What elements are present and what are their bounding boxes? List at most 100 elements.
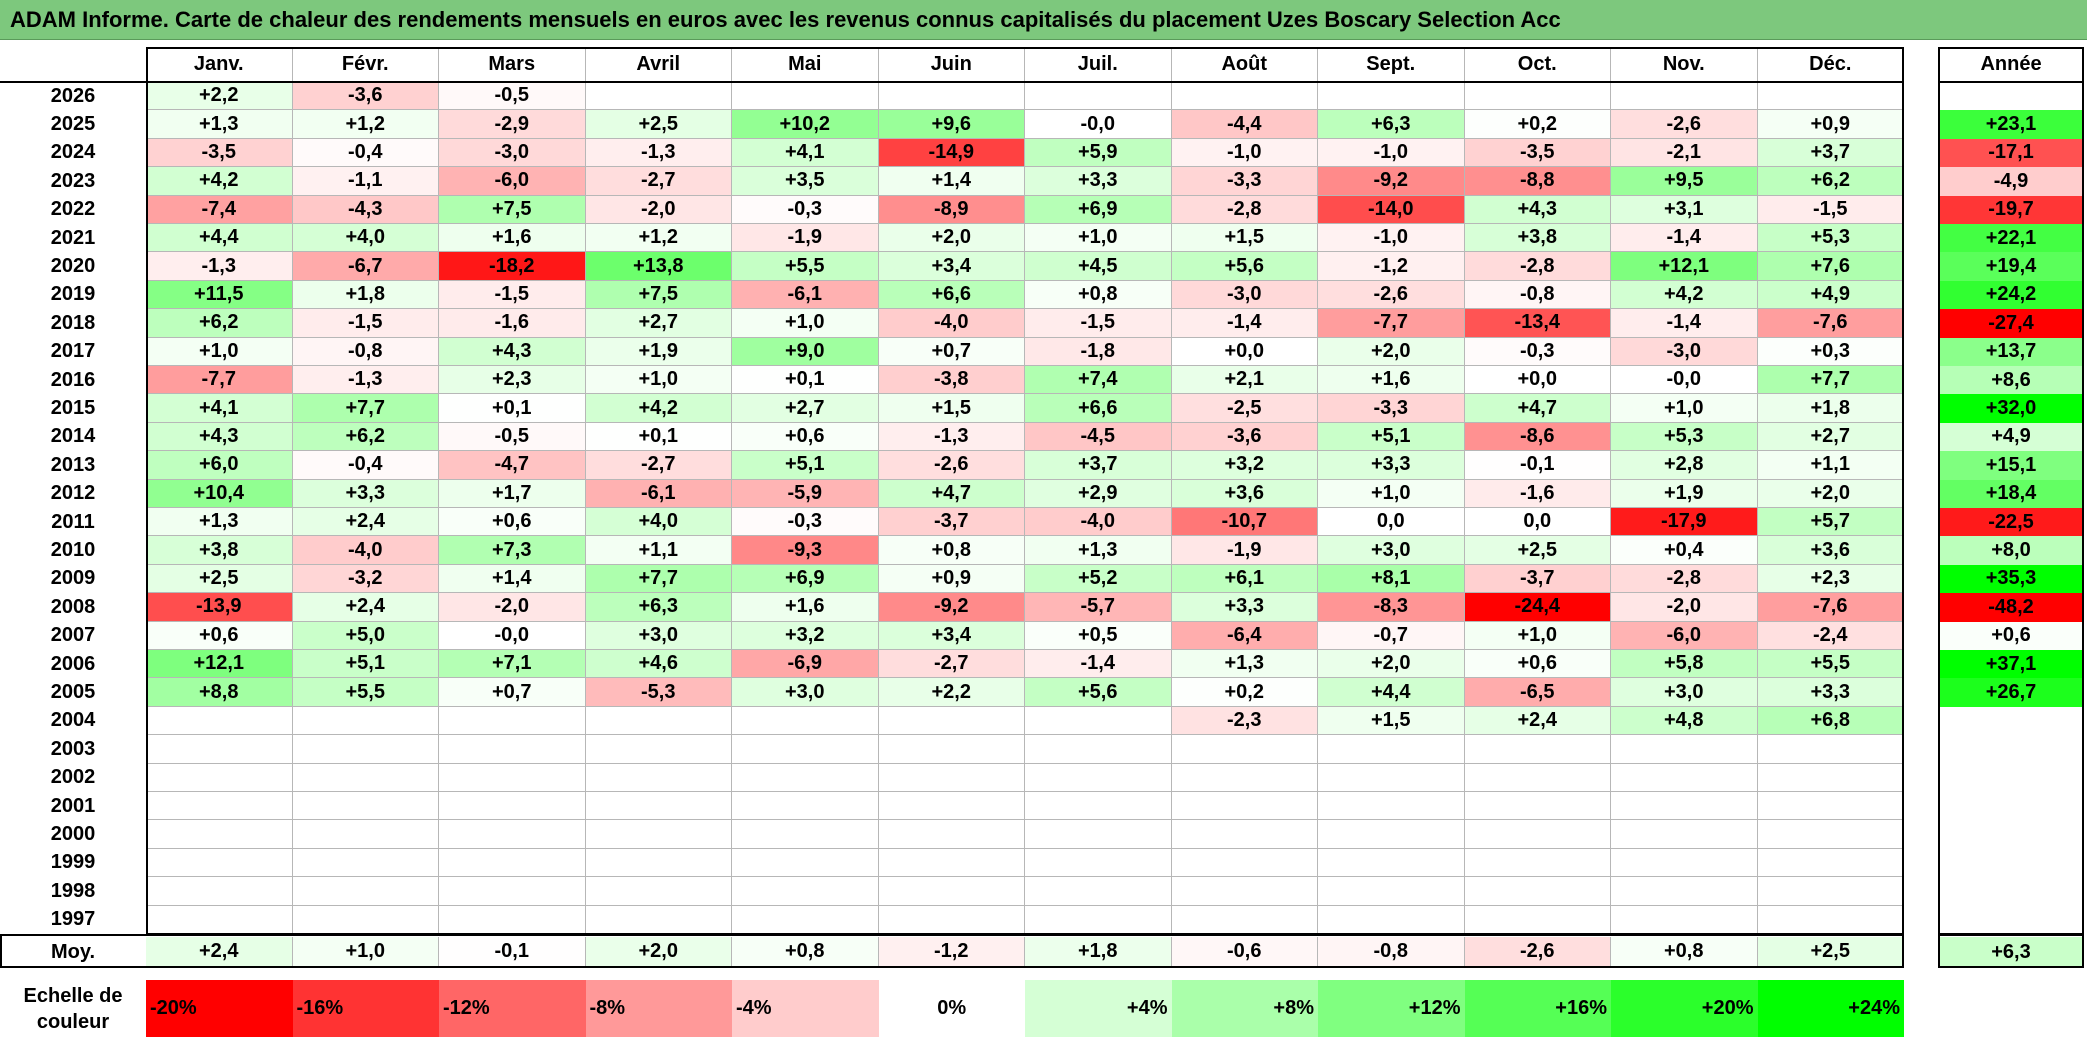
heatmap-cell: +4,3 <box>146 422 293 452</box>
heatmap-cell: +3,3 <box>1171 593 1318 622</box>
heatmap-cell: +7,5 <box>439 195 586 224</box>
heatmap-cell <box>292 763 439 792</box>
heatmap-cell <box>732 820 879 849</box>
heatmap-cell: -5,3 <box>585 678 732 707</box>
heatmap-cell: +3,0 <box>1318 536 1465 565</box>
heatmap-cell: +6,0 <box>146 451 293 480</box>
annual-average-cell: +6,3 <box>1938 937 2084 967</box>
heatmap-cell: -2,6 <box>878 451 1025 480</box>
heatmap-cell: -0,7 <box>1318 621 1465 650</box>
heatmap-cell <box>292 792 439 821</box>
heatmap-cell: -0,0 <box>1025 110 1172 139</box>
heatmap-cell <box>439 792 586 821</box>
heatmap-cell: +10,2 <box>732 110 879 139</box>
year-label: 2022 <box>0 195 146 224</box>
heatmap-cell: +6,6 <box>1025 394 1172 423</box>
heatmap-cell: -4,0 <box>878 309 1025 338</box>
heatmap-cell: +0,0 <box>1171 337 1318 366</box>
year-label: 2021 <box>0 224 146 253</box>
heatmap-cell <box>146 820 293 849</box>
heatmap-cell: +0,6 <box>439 508 586 537</box>
heatmap-cell <box>1318 848 1465 878</box>
heatmap-cell <box>1318 792 1465 821</box>
heatmap-cell: -2,0 <box>1611 593 1758 622</box>
heatmap-cell <box>585 82 732 111</box>
heatmap-cell: -2,0 <box>585 195 732 224</box>
heatmap-cell: +4,1 <box>732 138 879 168</box>
heatmap-cell <box>1757 848 1904 878</box>
heatmap-cell: +8,1 <box>1318 564 1465 594</box>
color-scale-swatch: +16% <box>1464 980 1611 1037</box>
heatmap-cell: +7,6 <box>1757 252 1904 281</box>
heatmap-cell: +0,2 <box>1171 678 1318 707</box>
annual-cell: -22,5 <box>1938 508 2084 537</box>
heatmap-cell <box>878 82 1025 111</box>
average-cell: +2,0 <box>585 937 732 967</box>
heatmap-cell: +4,4 <box>1318 678 1465 707</box>
heatmap-cell: +5,6 <box>1025 678 1172 707</box>
month-header: Déc. <box>1757 47 1904 82</box>
heatmap-cell: +3,8 <box>1464 224 1611 253</box>
heatmap-cell <box>1611 763 1758 792</box>
annual-cell: +8,0 <box>1938 536 2084 565</box>
heatmap-cell: +3,0 <box>732 678 879 707</box>
heatmap-cell: -14,9 <box>878 138 1025 168</box>
heatmap-cell: -3,3 <box>1318 394 1465 423</box>
heatmap-cell: +9,5 <box>1611 167 1758 196</box>
heatmap-cell <box>1171 905 1318 934</box>
heatmap-cell: +1,9 <box>1611 479 1758 508</box>
heatmap-cell: +4,2 <box>585 394 732 423</box>
heatmap-cell: -9,2 <box>1318 167 1465 196</box>
year-label: 2006 <box>0 650 146 679</box>
heatmap-cell: +5,1 <box>292 650 439 679</box>
heatmap-cell: +0,1 <box>439 394 586 423</box>
heatmap-cell: +9,6 <box>878 110 1025 139</box>
month-header: Juil. <box>1025 47 1172 82</box>
heatmap-cell: -1,8 <box>1025 337 1172 366</box>
annual-cell: +23,1 <box>1938 110 2084 139</box>
heatmap-cell: -6,1 <box>585 479 732 508</box>
average-cell: -0,6 <box>1171 937 1318 967</box>
heatmap-cell: -3,8 <box>878 366 1025 395</box>
average-cell: +1,0 <box>292 937 439 967</box>
heatmap-cell: -2,6 <box>1611 110 1758 139</box>
heatmap-cell: +5,1 <box>732 451 879 480</box>
heatmap-cell: -8,3 <box>1318 593 1465 622</box>
heatmap-cell: +1,4 <box>878 167 1025 196</box>
heatmap-cell: +5,5 <box>1757 650 1904 679</box>
year-label: 2014 <box>0 422 146 452</box>
heatmap-cell: +3,5 <box>732 167 879 196</box>
heatmap-cell: +7,3 <box>439 536 586 565</box>
heatmap-cell: -0,1 <box>1464 451 1611 480</box>
heatmap-cell: +6,6 <box>878 280 1025 310</box>
heatmap-cell: +5,1 <box>1318 422 1465 452</box>
heatmap-cell: -14,0 <box>1318 195 1465 224</box>
heatmap-cell: -1,5 <box>292 309 439 338</box>
heatmap-cell: -1,4 <box>1611 224 1758 253</box>
year-label: 2023 <box>0 167 146 196</box>
heatmap-cell: +3,1 <box>1611 195 1758 224</box>
annual-cell: -48,2 <box>1938 593 2084 622</box>
year-label: 1997 <box>0 905 146 934</box>
heatmap-cell <box>878 763 1025 792</box>
heatmap-cell: +6,8 <box>1757 706 1904 736</box>
heatmap-cell: +7,7 <box>1757 366 1904 395</box>
year-label: 2005 <box>0 678 146 707</box>
annual-cell: +22,1 <box>1938 224 2084 253</box>
heatmap-cell: -1,0 <box>1171 138 1318 168</box>
average-cell: +2,4 <box>146 937 293 967</box>
heatmap-cell: -0,5 <box>439 82 586 111</box>
annual-cell: +18,4 <box>1938 479 2084 508</box>
heatmap-cell: +2,4 <box>292 593 439 622</box>
heatmap-cell: +4,8 <box>1611 706 1758 736</box>
heatmap-cell <box>439 905 586 934</box>
year-label: 2012 <box>0 479 146 508</box>
heatmap-cell: +7,7 <box>585 564 732 594</box>
heatmap-cell: -8,9 <box>878 195 1025 224</box>
heatmap-cell: +4,7 <box>1464 394 1611 423</box>
color-scale-caption-line2: couleur <box>36 1010 110 1033</box>
heatmap-cell <box>1025 82 1172 111</box>
heatmap-cell: -0,4 <box>292 138 439 168</box>
heatmap-cell: -0,0 <box>439 621 586 650</box>
